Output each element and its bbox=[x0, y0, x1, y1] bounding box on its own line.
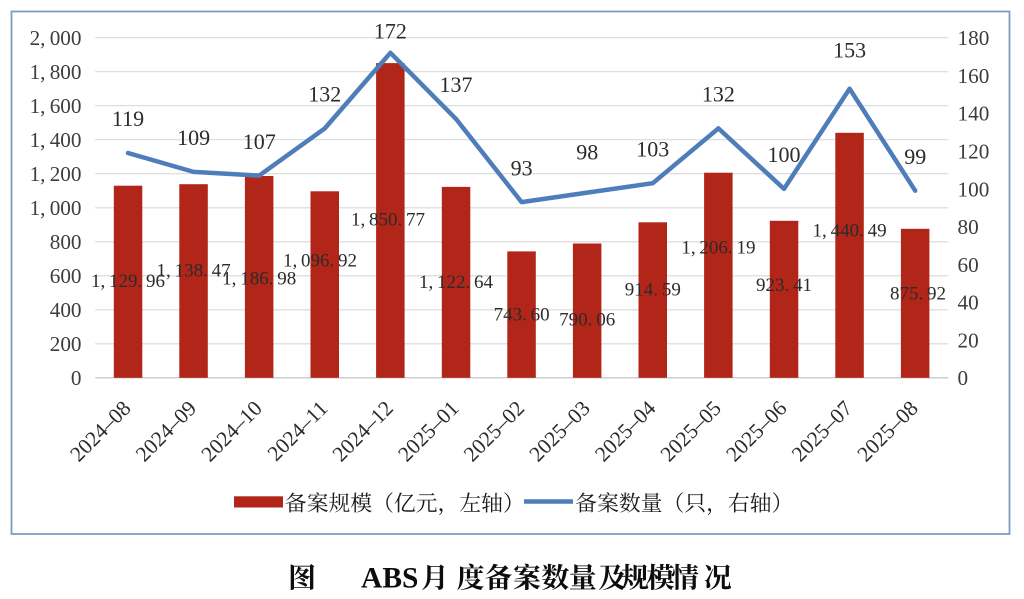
svg-text:0: 0 bbox=[958, 366, 969, 390]
svg-text:2025–05: 2025–05 bbox=[656, 396, 726, 466]
svg-text:1, 400: 1, 400 bbox=[30, 128, 82, 152]
svg-text:140: 140 bbox=[958, 102, 990, 126]
svg-text:1, 200: 1, 200 bbox=[30, 162, 82, 186]
svg-text:160: 160 bbox=[958, 64, 990, 88]
svg-text:172: 172 bbox=[374, 19, 407, 44]
svg-text:1, 850. 77: 1, 850. 77 bbox=[351, 210, 425, 231]
svg-text:98: 98 bbox=[576, 140, 598, 165]
svg-text:2024–12: 2024–12 bbox=[328, 396, 398, 466]
svg-text:60: 60 bbox=[958, 253, 979, 277]
svg-text:107: 107 bbox=[243, 129, 276, 154]
svg-text:1, 206. 19: 1, 206. 19 bbox=[681, 238, 755, 259]
svg-text:137: 137 bbox=[440, 72, 473, 97]
svg-text:100: 100 bbox=[958, 177, 990, 201]
svg-text:743. 60: 743. 60 bbox=[494, 305, 550, 326]
svg-text:875. 92: 875. 92 bbox=[890, 284, 946, 305]
svg-text:119: 119 bbox=[112, 106, 144, 131]
svg-text:1, 138. 47: 1, 138. 47 bbox=[157, 261, 231, 282]
svg-text:80: 80 bbox=[958, 215, 979, 239]
svg-text:0: 0 bbox=[71, 366, 82, 390]
svg-text:ABS: ABS bbox=[361, 563, 418, 595]
svg-text:2024–08: 2024–08 bbox=[65, 396, 135, 466]
svg-text:1, 096. 92: 1, 096. 92 bbox=[283, 251, 357, 272]
svg-text:20: 20 bbox=[958, 328, 979, 352]
svg-text:93: 93 bbox=[511, 155, 533, 180]
svg-text:1, 000: 1, 000 bbox=[30, 196, 82, 220]
svg-text:40: 40 bbox=[958, 291, 979, 315]
svg-text:914. 59: 914. 59 bbox=[625, 279, 681, 300]
svg-text:200: 200 bbox=[50, 332, 82, 356]
svg-text:2025–02: 2025–02 bbox=[459, 396, 529, 466]
svg-text:790. 06: 790. 06 bbox=[559, 310, 615, 331]
svg-text:400: 400 bbox=[50, 298, 82, 322]
svg-text:800: 800 bbox=[50, 230, 82, 254]
svg-text:2024–11: 2024–11 bbox=[263, 396, 333, 466]
svg-text:99: 99 bbox=[904, 144, 926, 169]
svg-text:1, 440. 49: 1, 440. 49 bbox=[813, 220, 887, 241]
svg-text:1, 129. 96: 1, 129. 96 bbox=[91, 271, 165, 292]
svg-text:103: 103 bbox=[636, 136, 669, 161]
svg-text:132: 132 bbox=[308, 82, 341, 107]
svg-text:2025–03: 2025–03 bbox=[525, 396, 595, 466]
svg-text:1, 600: 1, 600 bbox=[30, 94, 82, 118]
svg-text:2, 000: 2, 000 bbox=[30, 26, 82, 50]
svg-text:923. 41: 923. 41 bbox=[756, 275, 812, 296]
svg-text:1, 186. 98: 1, 186. 98 bbox=[222, 269, 296, 290]
svg-text:2025–01: 2025–01 bbox=[393, 396, 463, 466]
svg-text:2025–07: 2025–07 bbox=[787, 396, 857, 466]
svg-text:1, 800: 1, 800 bbox=[30, 60, 82, 84]
svg-text:180: 180 bbox=[958, 26, 990, 50]
svg-text:2024–09: 2024–09 bbox=[131, 396, 201, 466]
svg-text:2024–10: 2024–10 bbox=[197, 396, 267, 466]
svg-text:600: 600 bbox=[50, 264, 82, 288]
svg-text:1, 122. 64: 1, 122. 64 bbox=[419, 272, 494, 293]
svg-text:2025–06: 2025–06 bbox=[721, 396, 791, 466]
svg-text:2025–04: 2025–04 bbox=[590, 396, 660, 466]
svg-text:2025–08: 2025–08 bbox=[853, 396, 923, 466]
svg-text:109: 109 bbox=[177, 125, 210, 150]
svg-text:153: 153 bbox=[833, 37, 866, 62]
svg-text:100: 100 bbox=[768, 142, 801, 167]
svg-text:120: 120 bbox=[958, 140, 990, 164]
svg-text:132: 132 bbox=[702, 82, 735, 107]
